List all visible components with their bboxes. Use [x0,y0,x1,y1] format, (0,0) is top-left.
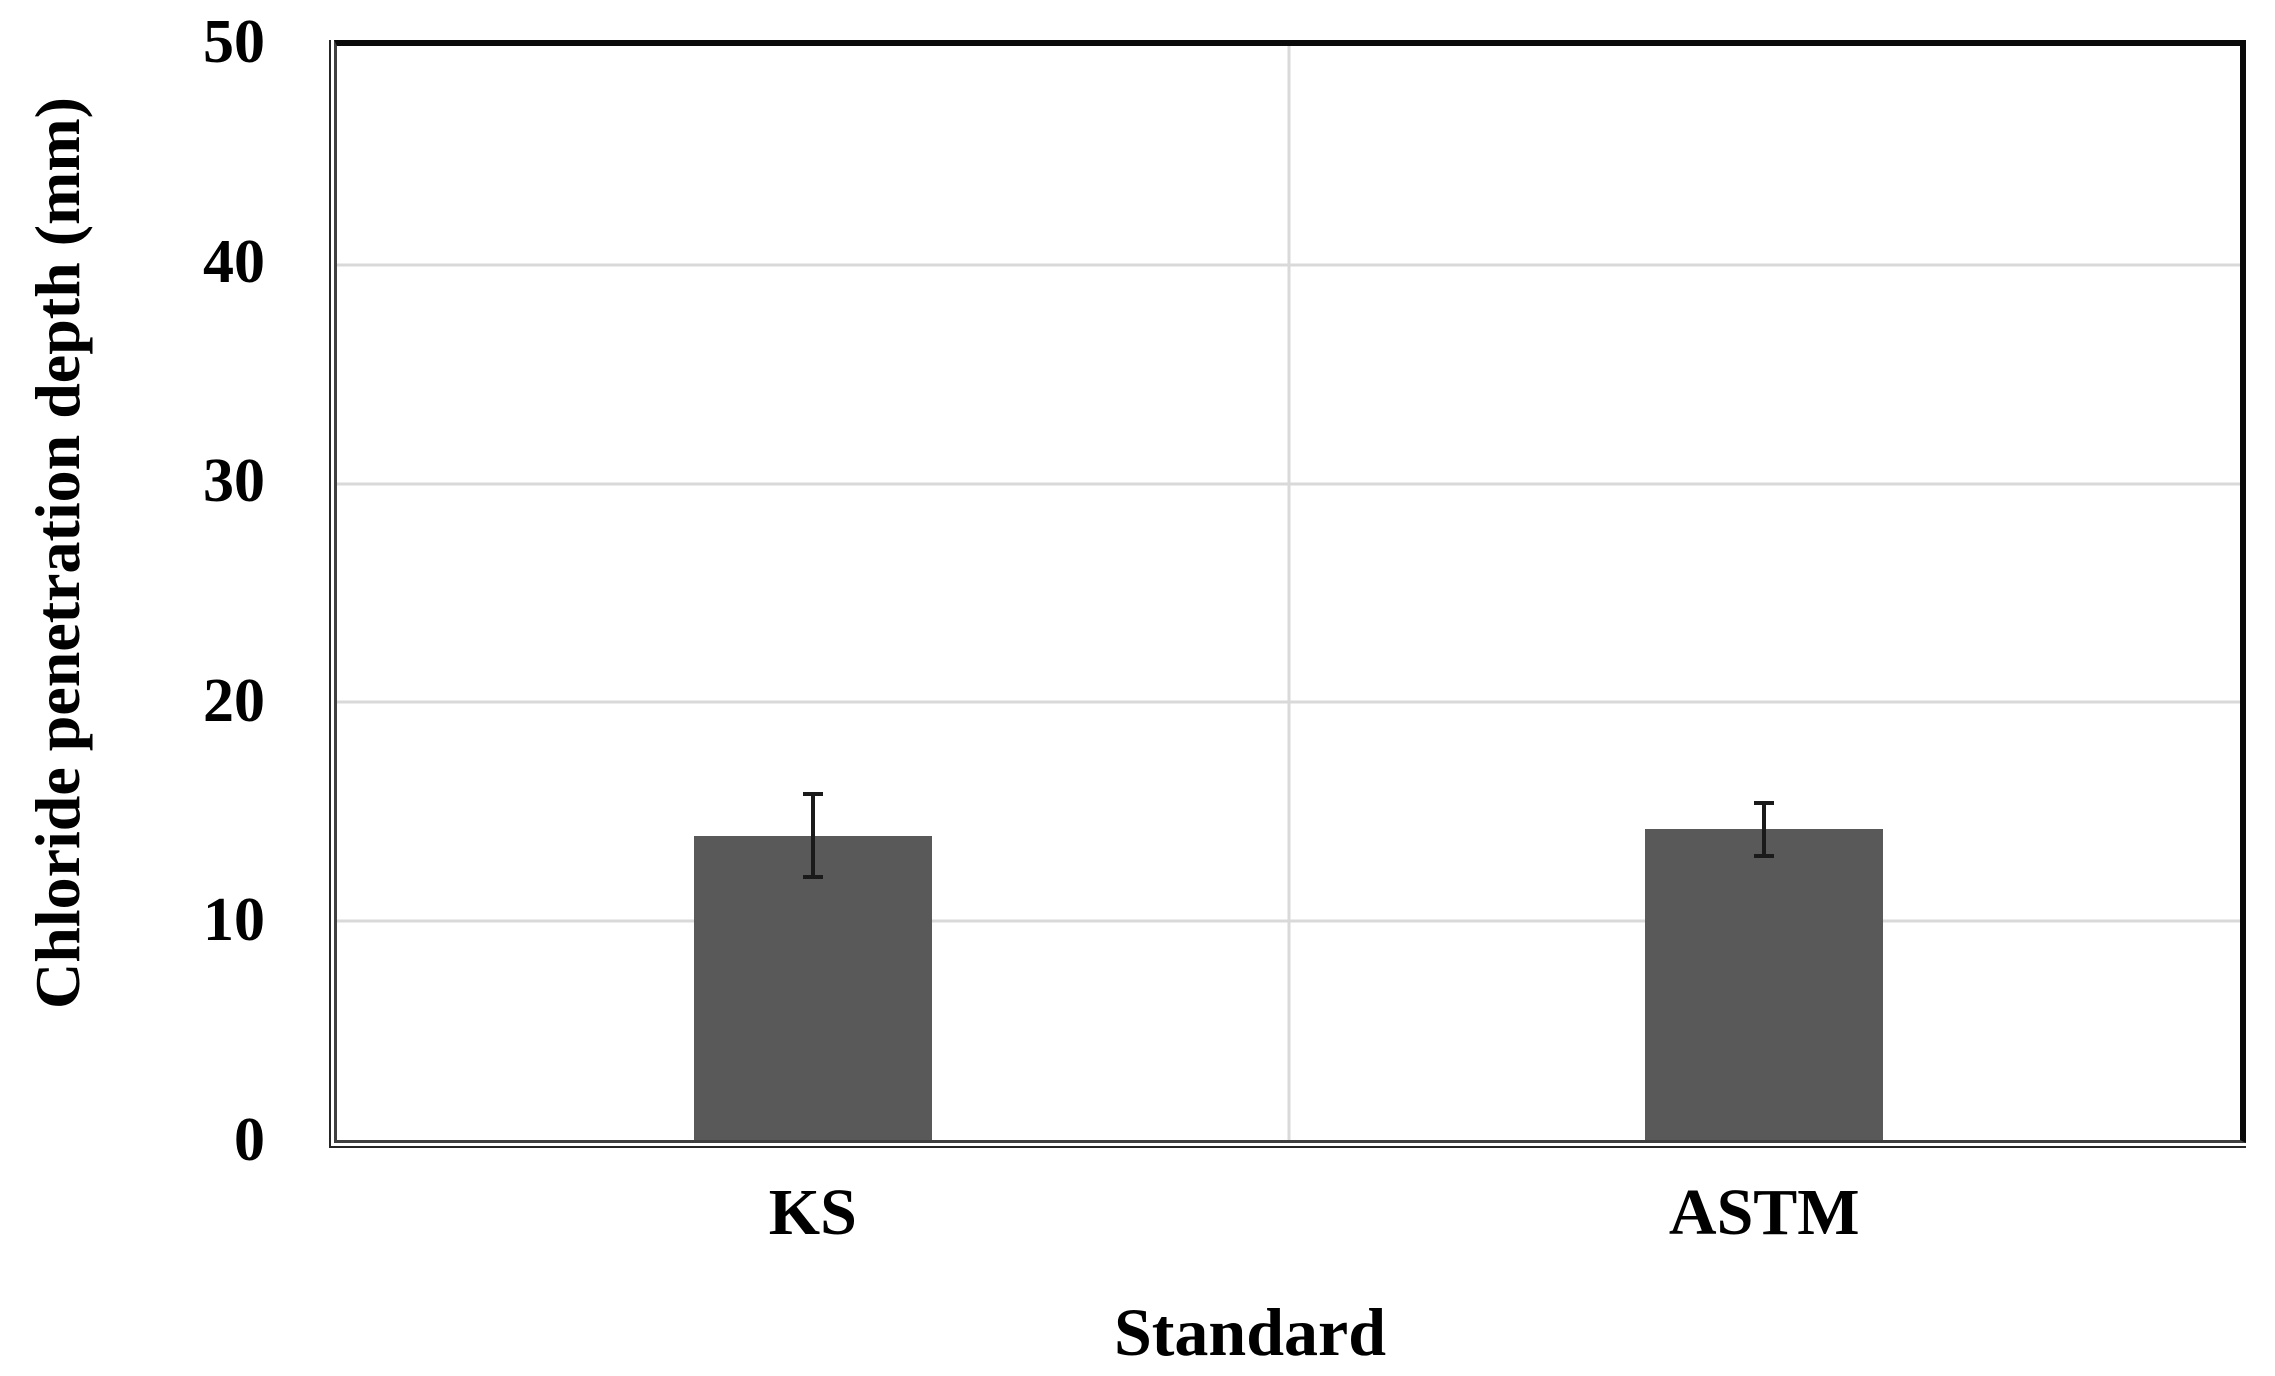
x-axis-title: Standard [1113,1294,1387,1370]
y-tick-label: 30 [203,447,265,516]
y-tick-label: 20 [203,666,265,735]
error-bar-line [1762,803,1767,856]
x-category-label: KS [768,1176,857,1249]
x-category-label: ASTM [1668,1176,1860,1249]
error-bar-cap-bottom [802,875,823,880]
y-tick-label: 40 [203,227,265,296]
plot-area [329,40,2246,1148]
y-axis-title: Chloride penetration depth (mm) [22,97,93,1009]
bar-ks [693,835,932,1140]
y-axis-tick-labels: 0 10 20 30 40 50 [85,11,265,1171]
y-tick-label: 0 [234,1106,265,1174]
error-bar-cap-top [802,792,823,797]
error-bar-line [810,794,815,878]
vertical-gridline [1287,46,1290,1140]
error-bar-cap-top [1754,801,1775,806]
error-bar-cap-bottom [1754,853,1775,858]
y-tick-label: 50 [203,8,265,76]
bar-astm [1645,829,1884,1140]
x-axis-category-labels: KS ASTM [337,1180,2240,1252]
y-tick-label: 10 [203,886,265,955]
